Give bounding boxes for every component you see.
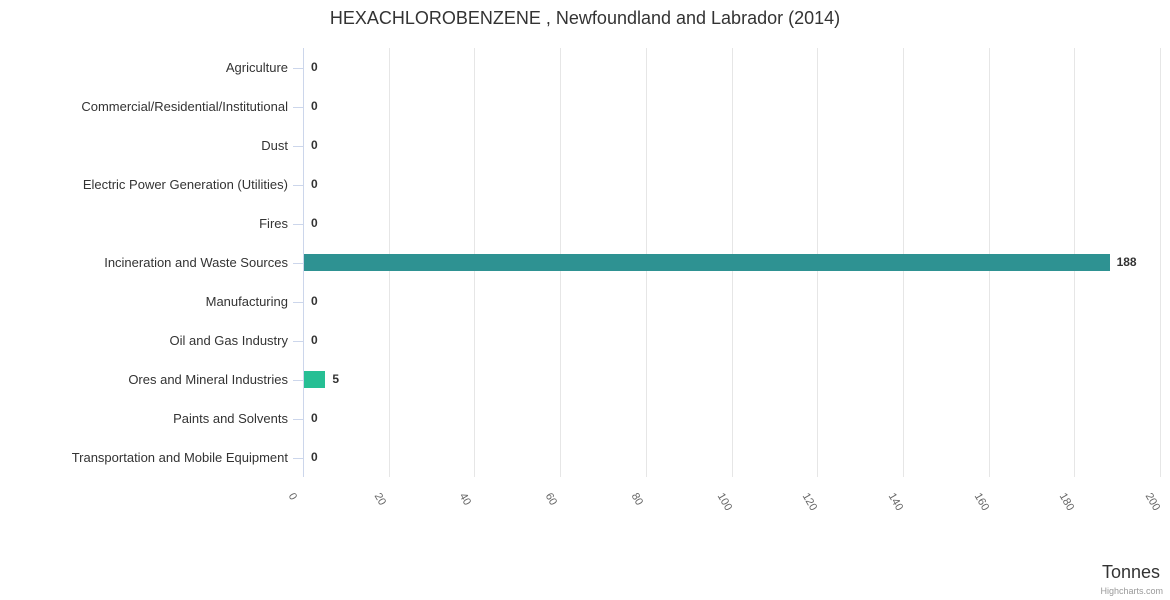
category-label: Incineration and Waste Sources	[104, 254, 288, 270]
category-label: Ores and Mineral Industries	[128, 371, 288, 387]
bar[interactable]	[304, 371, 326, 388]
x-axis-tick-label: 40	[456, 491, 474, 508]
data-label: 0	[311, 293, 318, 308]
category-tick	[293, 106, 303, 108]
category-label: Dust	[261, 137, 288, 153]
data-label: 5	[332, 371, 340, 386]
category-tick	[293, 301, 303, 303]
category-tick	[293, 184, 303, 186]
category-label: Paints and Solvents	[173, 410, 288, 426]
category-tick	[293, 379, 303, 381]
category-label: Agriculture	[225, 59, 288, 75]
gridline	[1160, 48, 1161, 477]
category-label: Manufacturing	[205, 293, 288, 309]
x-axis-title: Tonnes	[1101, 562, 1160, 582]
data-label: 0	[311, 215, 318, 230]
highcharts-credits-link[interactable]: Highcharts.com	[1100, 586, 1163, 596]
category-tick	[293, 418, 303, 420]
x-axis-tick-label: 120	[799, 491, 820, 513]
x-axis-tick-label: 140	[885, 491, 906, 513]
category-tick	[293, 223, 303, 225]
category-tick	[293, 262, 303, 264]
x-axis-tick-label: 80	[628, 491, 645, 508]
category-label: Oil and Gas Industry	[169, 332, 289, 348]
category-label: Electric Power Generation (Utilities)	[82, 176, 288, 192]
x-axis-tick-label: 20	[371, 491, 388, 508]
data-label: 0	[311, 98, 318, 113]
category-label: Commercial/Residential/Institutional	[81, 98, 288, 114]
data-label: 188	[1116, 254, 1137, 269]
data-label: 0	[311, 410, 318, 425]
category-label: Fires	[259, 215, 288, 231]
category-tick	[293, 457, 303, 459]
category-tick	[293, 145, 303, 147]
data-label: 0	[311, 449, 318, 464]
category-tick	[293, 67, 303, 69]
bar[interactable]	[304, 254, 1110, 271]
data-label: 0	[311, 332, 318, 347]
data-label: 0	[311, 59, 318, 74]
chart-title: HEXACHLOROBENZENE , Newfoundland and Lab…	[329, 8, 841, 28]
x-axis-tick-label: 100	[714, 491, 734, 513]
category-tick	[293, 340, 303, 342]
x-axis-tick-label: 200	[1142, 491, 1163, 513]
category-label: Transportation and Mobile Equipment	[71, 449, 288, 465]
data-label: 0	[311, 176, 318, 191]
x-axis-tick-label: 160	[971, 491, 991, 513]
x-axis-tick-label: 0	[285, 491, 300, 503]
x-axis-tick-label: 180	[1056, 491, 1077, 513]
data-label: 0	[311, 137, 318, 152]
x-axis-tick-label: 60	[542, 491, 560, 508]
category-axis-line	[303, 48, 304, 477]
